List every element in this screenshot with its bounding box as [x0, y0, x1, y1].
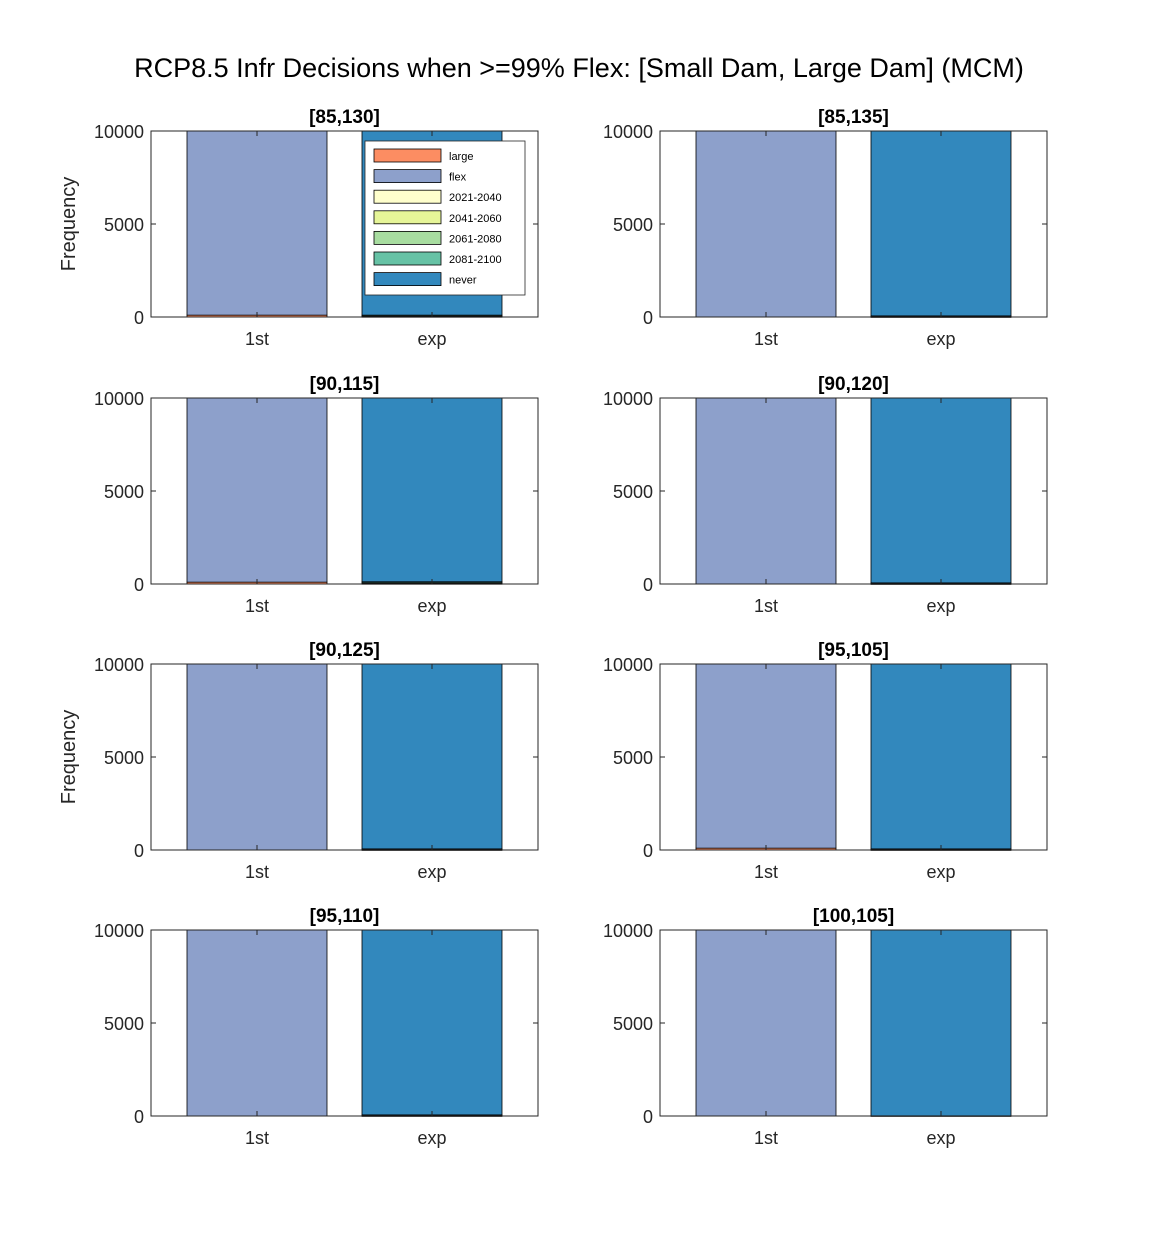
y-tick-label: 10000: [603, 389, 653, 409]
subplot-4: 0 5000 10000 1st exp [90,120]: [603, 374, 1048, 616]
legend-label-flex: flex: [449, 172, 467, 184]
bar-segment-1st-flex: [695, 397, 837, 585]
y-axis-label: Frequency: [58, 177, 80, 272]
subplot-title: [90,115]: [310, 374, 380, 395]
bar-segment-exp-never: [361, 397, 503, 583]
y-tick-label: 5000: [613, 748, 653, 768]
y-tick-label: 10000: [603, 655, 653, 675]
y-tick-label: 5000: [613, 482, 653, 502]
subplot-grid: 0 5000 10000 1st exp [85,130] Frequency large fl…: [58, 107, 1048, 1148]
x-tick-label: 1st: [245, 1128, 269, 1148]
subplot-8: 0 5000 10000 1st exp [100,105]: [603, 906, 1048, 1148]
bar-segment-1st-flex: [695, 929, 837, 1117]
legend-swatch-flex: [373, 169, 442, 184]
y-tick-label: 5000: [613, 215, 653, 235]
x-tick-label: exp: [926, 1128, 955, 1148]
x-tick-label: exp: [417, 329, 446, 349]
legend-label-never: never: [449, 275, 477, 287]
y-tick-label: 0: [643, 575, 653, 595]
y-tick-label: 5000: [104, 748, 144, 768]
y-tick-label: 0: [643, 1107, 653, 1127]
subplot-1: 0 5000 10000 1st exp [85,130] Frequency large fl…: [58, 107, 539, 349]
x-tick-label: 1st: [245, 596, 269, 616]
y-tick-label: 0: [643, 841, 653, 861]
y-tick-label: 0: [134, 1107, 144, 1127]
legend-swatch-2061-2080: [373, 230, 442, 245]
bar-segment-1st-flex: [695, 130, 837, 318]
x-tick-label: exp: [926, 596, 955, 616]
y-tick-label: 5000: [104, 215, 144, 235]
y-tick-label: 5000: [613, 1014, 653, 1034]
subplot-7: 0 5000 10000 1st exp [95,110]: [94, 906, 539, 1148]
x-tick-label: exp: [417, 862, 446, 882]
x-tick-label: exp: [926, 329, 955, 349]
y-tick-label: 0: [134, 841, 144, 861]
legend-label-2081-2100: 2081-2100: [449, 254, 502, 266]
bar-segment-1st-flex: [186, 130, 328, 316]
bar-segment-1st-flex: [695, 663, 837, 849]
subplot-title: [85,135]: [818, 107, 889, 128]
y-tick-label: 5000: [104, 1014, 144, 1034]
legend-label-large: large: [449, 151, 473, 163]
bar-segment-1st-flex: [186, 929, 328, 1117]
legend: large flex 2021-2040 2041-2060 2061-2080 2081…: [364, 140, 526, 296]
subplot-3: 0 5000 10000 1st exp [90,115]: [94, 374, 539, 616]
x-tick-label: 1st: [245, 862, 269, 882]
subplot-2: 0 5000 10000 1st exp [85,135]: [603, 107, 1048, 349]
legend-label-2021-2040: 2021-2040: [449, 192, 502, 204]
figure-suptitle: RCP8.5 Infr Decisions when >=99% Flex: […: [134, 53, 1024, 83]
x-tick-label: 1st: [754, 596, 778, 616]
legend-swatch-2021-2040: [373, 189, 442, 204]
x-tick-label: exp: [417, 1128, 446, 1148]
legend-swatch-large: [373, 148, 442, 163]
bar-segment-exp-never: [361, 663, 503, 850]
x-tick-label: 1st: [754, 862, 778, 882]
y-tick-label: 10000: [94, 921, 144, 941]
legend-label-2061-2080: 2061-2080: [449, 233, 502, 245]
legend-label-2041-2060: 2041-2060: [449, 213, 502, 225]
subplot-5: 0 5000 10000 1st exp [90,125] Frequency: [58, 640, 539, 882]
x-tick-label: 1st: [754, 329, 778, 349]
y-tick-label: 5000: [104, 482, 144, 502]
x-tick-label: exp: [926, 862, 955, 882]
y-tick-label: 0: [134, 308, 144, 328]
bar-segment-1st-flex: [186, 663, 328, 851]
bar-segment-1st-flex: [186, 397, 328, 583]
bar-segment-exp-never: [870, 929, 1012, 1117]
x-tick-label: 1st: [754, 1128, 778, 1148]
bar-segment-exp-never: [870, 663, 1012, 850]
y-axis-label: Frequency: [58, 710, 80, 805]
subplot-title: [95,105]: [818, 640, 889, 661]
y-tick-label: 10000: [603, 921, 653, 941]
bar-segment-exp-never: [361, 929, 503, 1116]
x-tick-label: 1st: [245, 329, 269, 349]
legend-swatch-2041-2060: [373, 210, 442, 225]
bar-segment-exp-never: [870, 130, 1012, 317]
subplot-title: [90,125]: [309, 640, 380, 661]
y-tick-label: 10000: [94, 389, 144, 409]
y-tick-label: 10000: [603, 122, 653, 142]
x-tick-label: exp: [417, 596, 446, 616]
subplot-6: 0 5000 10000 1st exp [95,105]: [603, 640, 1048, 882]
legend-swatch-never: [373, 272, 442, 287]
subplot-title: [90,120]: [818, 374, 889, 395]
y-tick-label: 0: [134, 575, 144, 595]
subplot-title: [85,130]: [309, 107, 380, 128]
y-tick-label: 10000: [94, 122, 144, 142]
subplot-title: [95,110]: [310, 906, 380, 927]
bar-segment-exp-never: [870, 397, 1012, 584]
y-tick-label: 0: [643, 308, 653, 328]
y-tick-label: 10000: [94, 655, 144, 675]
subplot-title: [100,105]: [813, 906, 894, 927]
legend-swatch-2081-2100: [373, 251, 442, 266]
